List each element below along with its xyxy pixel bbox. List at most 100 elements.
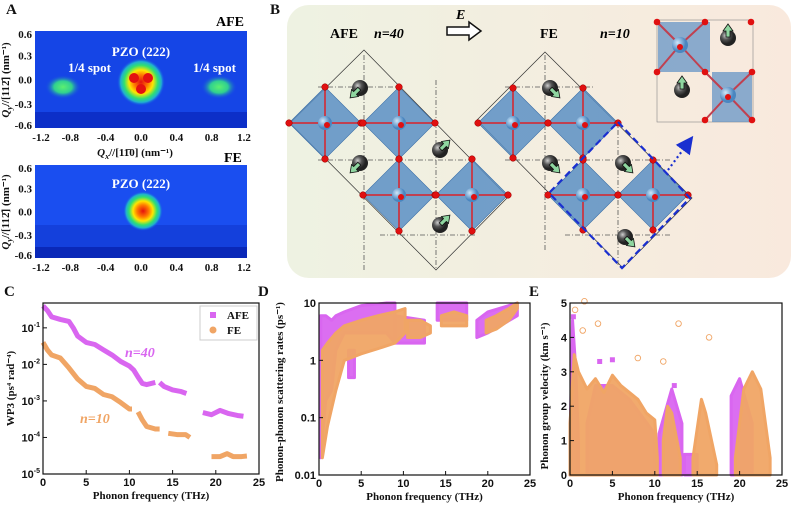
panel-label-a: A (6, 2, 17, 18)
polarization-arrow-icon (438, 214, 451, 227)
y-tick-label: 0.3 (18, 183, 32, 195)
xlabel-sub: x (104, 152, 109, 161)
x-tick-label: -0.4 (97, 132, 115, 144)
oxygen-atom (395, 155, 403, 163)
oxygen-atom (395, 83, 403, 91)
x-tick-label: 0.8 (205, 132, 219, 144)
x-tick-label: 15 (166, 477, 178, 489)
ylabel-var: Q (0, 110, 12, 118)
y-tick-label: 1 (310, 355, 316, 367)
spot-lobe (136, 84, 146, 94)
plot-frame (318, 302, 531, 476)
x-axis-title: Phonon frequency (THz) (366, 491, 483, 503)
y-tick-label: -0.6 (15, 120, 33, 132)
oxygen-atom (504, 191, 512, 199)
x-tick-label: 0.0 (134, 262, 148, 274)
tick-base: 10 (22, 359, 34, 371)
y-axis-title: WP3 (ps⁴ rad⁻⁴) (5, 350, 17, 426)
afe-structure-label: AFE (330, 27, 358, 42)
y-tick-label: 0.0 (18, 75, 32, 87)
scatter-point-fe (675, 320, 682, 327)
x-tick-label: 0 (316, 478, 322, 490)
field-label: E (455, 8, 465, 23)
polarization-arrow-icon (548, 161, 561, 174)
y-tick-label: 10-5 (22, 468, 41, 481)
series-line-fe (211, 451, 248, 460)
afe-heatmap: PZO (222) 1/4 spot 1/4 spot (35, 31, 247, 128)
tick-exponent: -1 (34, 322, 40, 329)
xlabel-var: Q (97, 147, 105, 159)
crystal-structures (285, 18, 756, 271)
panel-b: AFE n=40 E FE n=10 (285, 5, 791, 278)
x-tick-label: 1.2 (237, 132, 251, 144)
spot-lobe (143, 73, 153, 83)
ylabel-rest: //[112̄] (nm⁻¹) (0, 174, 12, 239)
a-site-atom (720, 30, 736, 46)
x-tick-label: 0 (567, 478, 573, 490)
oxygen-atom (649, 226, 657, 234)
afe-axis-ticks: 0.6 0.3 0.0 -0.3 -0.6-1.2 -0.8 -0.4 0.0 0.4 0.8 1.… (15, 29, 252, 144)
plot-frame (569, 302, 783, 476)
tick-exponent: -3 (34, 395, 40, 402)
oxygen-atom (748, 68, 756, 76)
annotation-n10: n=10 (80, 412, 110, 427)
oxygen-atom (431, 119, 439, 127)
oxygen-atom (544, 119, 552, 127)
afe-xlabel: Qx//[11̄0] (nm⁻¹) (97, 147, 173, 161)
oxygen-atom (701, 116, 709, 124)
series-line-afe (157, 380, 188, 396)
polarization-arrow-icon (349, 86, 362, 99)
a-site-atom (674, 82, 690, 98)
y-tick-label: -0.3 (15, 230, 33, 242)
series-line-afe (41, 304, 156, 388)
x-tick-label: -0.8 (62, 262, 80, 274)
x-tick-label: 20 (482, 478, 494, 490)
oxygen-atom (748, 116, 756, 124)
y-tick-label: 10 (304, 298, 316, 310)
field-arrow-icon (446, 20, 483, 42)
x-axis-title: Phonon frequency (THz) (618, 491, 735, 503)
oxygen-atom (285, 119, 293, 127)
y-tick-label: 10-4 (22, 431, 41, 444)
panel-label-b: B (270, 2, 280, 18)
ylabel-sub: y (5, 238, 14, 243)
oxygen-atom (579, 84, 587, 92)
x-tick-label: 10 (123, 477, 135, 489)
panel-a: AFE PZO (222) 1/4 spot 1/4 spot 0.60.30.… (0, 15, 251, 274)
x-tick-label: 25 (253, 477, 265, 489)
scatter-point-fe (581, 298, 588, 305)
polarization-arrow-icon (621, 161, 634, 174)
spot-lobe (129, 73, 139, 83)
x-tick-label: 0.0 (134, 132, 148, 144)
scatter-band-fe (691, 397, 719, 477)
oxygen-atom (512, 122, 518, 128)
oxygen-atom (747, 18, 755, 26)
tick-exponent: -4 (34, 431, 40, 438)
y-tick-label: 4 (561, 332, 568, 344)
scatter-point-afe (570, 314, 576, 320)
x-tick-label: 0.4 (169, 262, 183, 274)
scatter-band-fe (406, 318, 432, 340)
y-tick-label: 2 (561, 401, 567, 413)
y-axis-title: Phonon-phonon scattering rates (ps⁻¹) (274, 302, 286, 482)
y-axis-title: Phonon group velocity (km s⁻¹) (539, 322, 551, 469)
scatter-point-afe (597, 358, 603, 364)
x-tick-label: 5 (83, 477, 89, 489)
fe-ylabel: Qy//[112̄] (nm⁻¹) (0, 174, 14, 250)
quarter-spot-right (201, 75, 237, 99)
plot-frame (42, 302, 260, 475)
tick-exponent: -2 (34, 358, 40, 365)
y-tick-label: -0.3 (15, 99, 33, 111)
panel-label-e: E (529, 284, 539, 300)
fe-period-label: n=10 (600, 27, 630, 42)
pzo-peak-label: PZO (222) (112, 44, 170, 59)
oxygen-atom (359, 119, 367, 127)
x-tick-label: -0.4 (97, 262, 115, 274)
legend-box (199, 305, 258, 341)
fe-state-label: FE (224, 151, 242, 166)
y-tick-label: 10-3 (22, 395, 41, 408)
y-tick-label: 1 (561, 436, 567, 448)
oxygen-atom (395, 227, 403, 235)
x-tick-label: 0.4 (169, 132, 183, 144)
oxygen-atom (468, 155, 476, 163)
